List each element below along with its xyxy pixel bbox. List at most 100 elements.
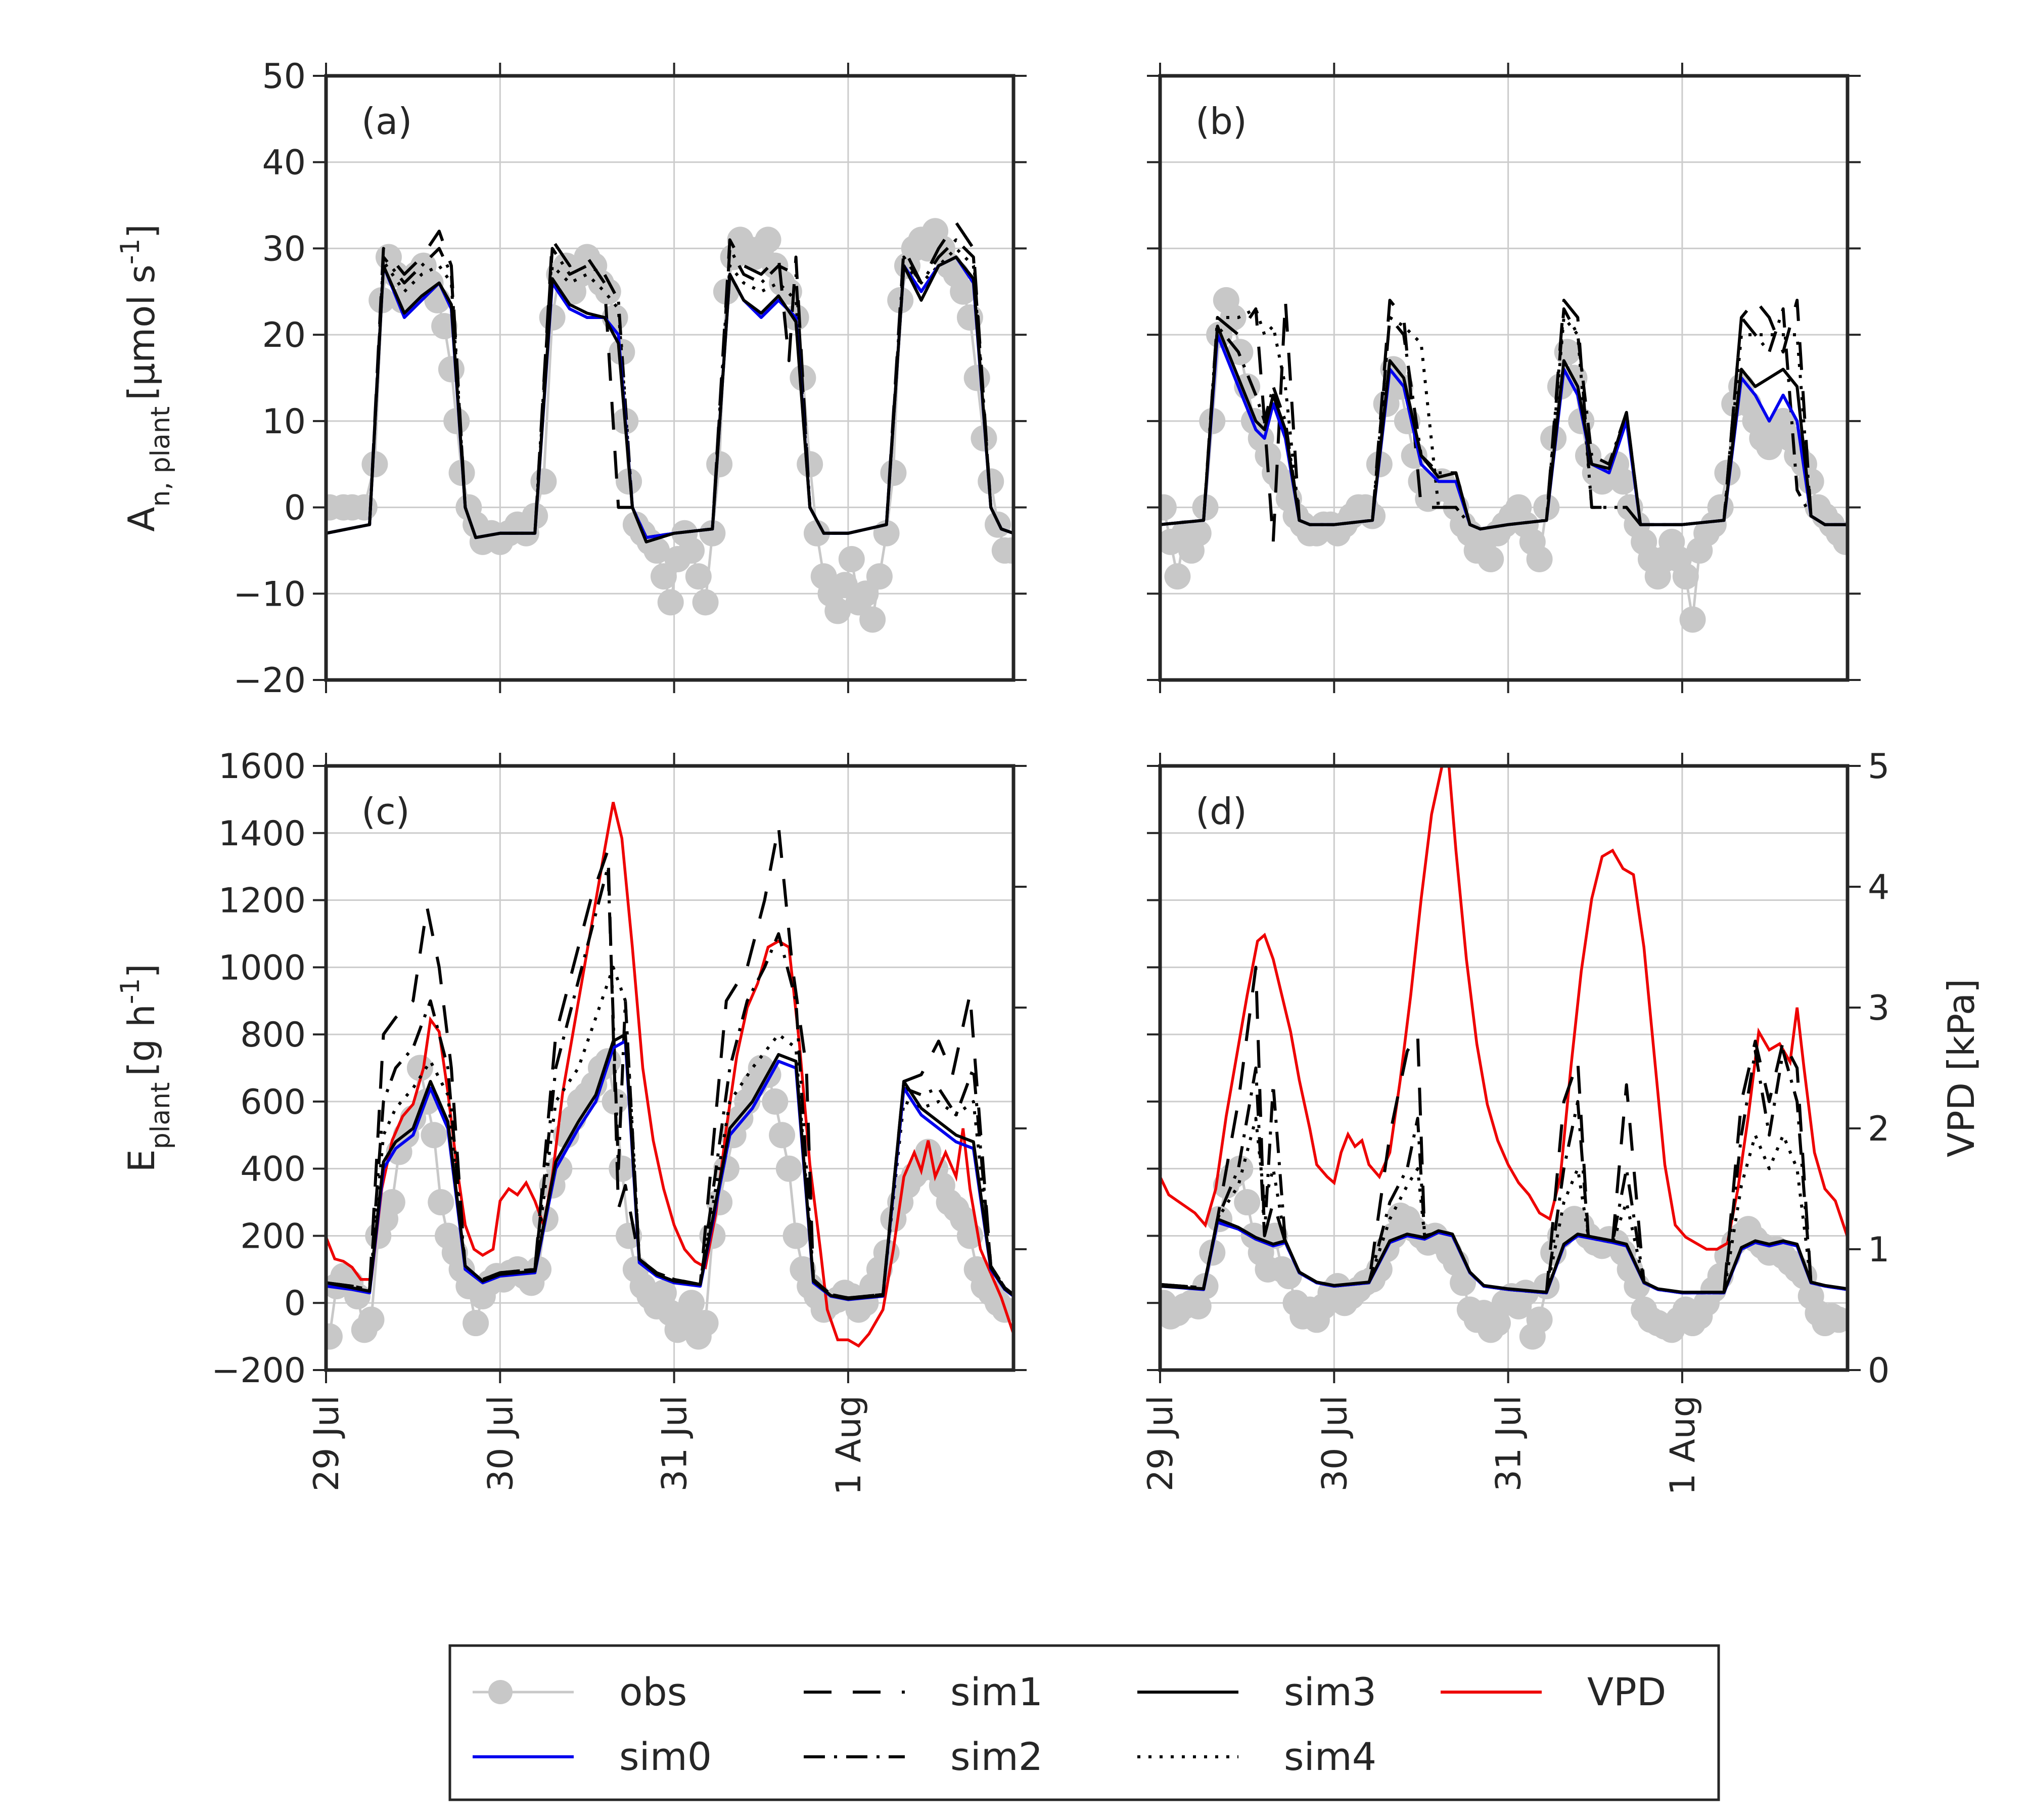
xtick-label: 1 Aug xyxy=(1663,1395,1703,1495)
y-axis-label: Eplant[g h-1] xyxy=(115,964,176,1172)
axes-frame xyxy=(1158,764,1850,1372)
series-sim2 xyxy=(326,865,1013,1300)
y2tick-label: 4 xyxy=(1868,868,1889,907)
obs-point xyxy=(1160,494,1177,521)
obs-point xyxy=(838,546,865,572)
obs-point xyxy=(1275,1263,1302,1290)
legend-item-sim3: sim3 xyxy=(1137,1669,1376,1714)
plot-area xyxy=(326,802,1013,1350)
legend-item-obs: obs xyxy=(473,1669,687,1714)
plot-area xyxy=(1160,287,1848,633)
obs-point xyxy=(1679,606,1706,633)
obs-point xyxy=(998,537,1013,564)
obs-point xyxy=(539,304,566,331)
obs-point xyxy=(769,1122,796,1149)
ytick-label: 30 xyxy=(262,229,306,269)
obs-point xyxy=(1512,1280,1539,1306)
obs-point xyxy=(443,407,470,434)
legend-label: sim4 xyxy=(1284,1734,1376,1779)
obs-point xyxy=(797,451,823,478)
plot-area xyxy=(1160,766,1848,1350)
obs-point xyxy=(650,1280,677,1306)
legend-label: obs xyxy=(619,1669,687,1714)
obs-point xyxy=(1797,468,1824,495)
obs-point xyxy=(880,460,907,486)
y2tick-label: 5 xyxy=(1868,747,1889,787)
xtick-label: 29 Jul xyxy=(1141,1395,1181,1491)
obs-point xyxy=(379,1189,405,1216)
y2tick-label: 0 xyxy=(1868,1351,1889,1391)
ytick-label: 1400 xyxy=(218,814,306,854)
legend-marker xyxy=(488,1680,513,1704)
obs-point xyxy=(1707,494,1734,521)
legend-box xyxy=(448,1644,1720,1801)
obs-point xyxy=(351,494,378,521)
obs-point xyxy=(594,278,621,305)
obs-point xyxy=(643,537,670,564)
obs-point xyxy=(609,339,635,366)
y2tick-label: 2 xyxy=(1868,1109,1889,1149)
series-vpd xyxy=(326,802,1013,1348)
obs-point xyxy=(699,520,726,547)
legend-label: sim0 xyxy=(619,1734,712,1779)
xtick-label: 30 Jul xyxy=(481,1395,521,1491)
axes-frame xyxy=(324,764,1016,1372)
ytick-label: 40 xyxy=(262,143,306,183)
legend-item-sim1: sim1 xyxy=(804,1669,1043,1714)
obs-point xyxy=(685,563,712,590)
xtick-label: 1 Aug xyxy=(829,1395,869,1495)
obs-point xyxy=(657,589,684,616)
obs-point xyxy=(706,451,733,478)
series-sim2 xyxy=(1160,307,1848,531)
obs-point xyxy=(775,1155,802,1182)
y2tick-label: 1 xyxy=(1868,1230,1889,1270)
obs-point xyxy=(782,1222,809,1249)
obs-point xyxy=(1450,1269,1477,1296)
obs-point xyxy=(692,589,719,616)
obs-point xyxy=(824,598,851,624)
obs-point xyxy=(1220,304,1247,331)
ytick-label: 1000 xyxy=(218,948,306,988)
ytick-label: 0 xyxy=(284,1284,306,1324)
obs-point xyxy=(609,1155,635,1182)
ytick-label: 10 xyxy=(262,402,306,442)
legend-label: sim2 xyxy=(950,1734,1043,1779)
obs-point xyxy=(361,451,388,478)
legend-item-sim0: sim0 xyxy=(473,1734,712,1779)
obs-point xyxy=(866,563,893,590)
panel-tag: (b) xyxy=(1195,100,1247,143)
xtick-label: 31 Jul xyxy=(1489,1395,1529,1491)
ytick-label: 400 xyxy=(240,1150,306,1190)
obs-point xyxy=(755,226,781,253)
xtick-label: 31 Jul xyxy=(655,1395,695,1491)
ytick-label: 1600 xyxy=(218,747,306,787)
obs-point xyxy=(1234,1189,1261,1216)
panel-tag: (d) xyxy=(1195,790,1247,833)
obs-point xyxy=(1185,520,1212,547)
obs-point xyxy=(326,1323,343,1350)
panel-a: −20 −10 0 10 20 30 40 50 (a) An, plant[µmol s-1] xyxy=(115,57,1027,701)
legend-item-vpd: VPD xyxy=(1441,1669,1666,1714)
series-sim3 xyxy=(326,255,1013,543)
obs-point xyxy=(1526,546,1553,572)
panel-c: −200 0 200 400 600 800 1000 1200 1400 1600 29 Jul 3… xyxy=(115,747,1027,1495)
ytick-label: 200 xyxy=(240,1216,306,1256)
xtick-label: 30 Jul xyxy=(1315,1395,1355,1491)
ytick-label: −20 xyxy=(233,661,306,701)
ytick-label: 50 xyxy=(262,57,306,97)
series-sim3 xyxy=(1160,1217,1848,1294)
legend-label: VPD xyxy=(1587,1669,1666,1714)
obs-point xyxy=(1609,468,1636,495)
axes-frame xyxy=(324,74,1016,682)
obs-point xyxy=(525,1256,552,1283)
series-sim4 xyxy=(1160,1117,1848,1295)
xtick-label: 29 Jul xyxy=(307,1395,347,1491)
series-sim3 xyxy=(1160,325,1848,531)
y2tick-label: 3 xyxy=(1868,988,1889,1028)
ytick-label: 600 xyxy=(240,1082,306,1122)
ytick-label: −200 xyxy=(211,1351,306,1391)
obs-point xyxy=(678,1290,705,1316)
y-axis-label: An, plant[µmol s-1] xyxy=(115,224,176,531)
legend-item-sim2: sim2 xyxy=(804,1734,1043,1779)
